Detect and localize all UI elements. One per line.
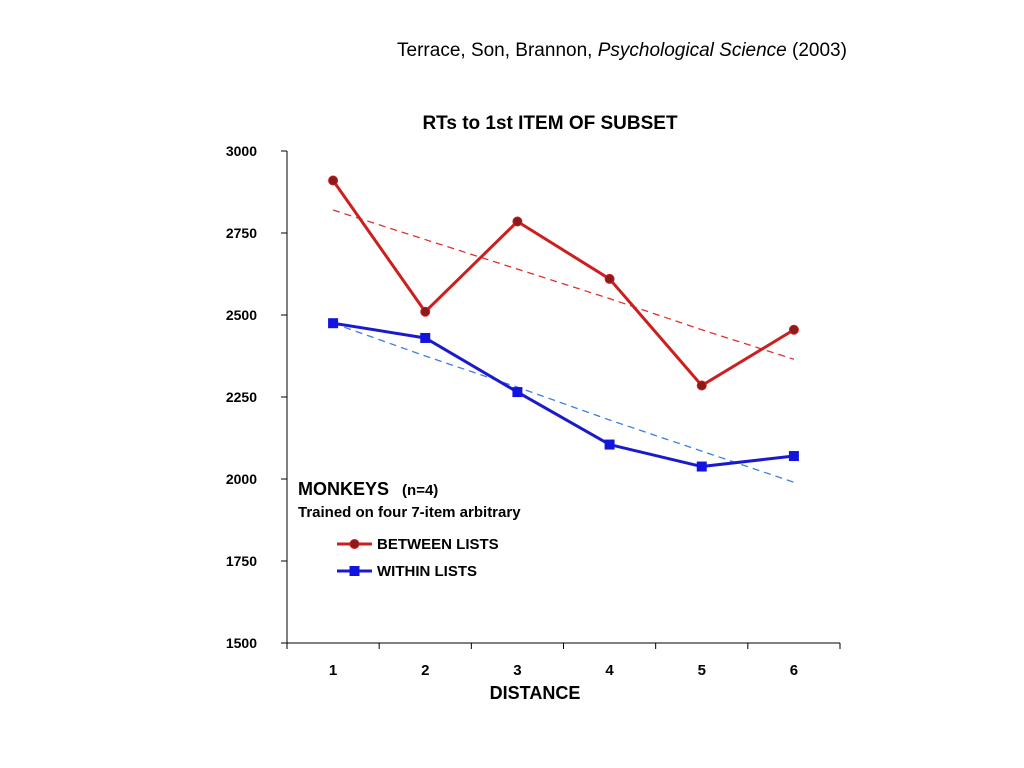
y-tick-label: 3000	[226, 143, 257, 159]
annotation-subheading: (n=4)	[402, 482, 438, 499]
citation-year: (2003)	[792, 40, 847, 61]
data-point-within-lists	[696, 461, 707, 472]
citation-journal: Psychological Science	[597, 40, 787, 61]
trend-line-within-lists	[332, 322, 795, 483]
y-tick-label: 1500	[226, 635, 257, 651]
legend-label-within-lists: WITHIN LISTS	[377, 563, 477, 580]
annotation: MONKEYS (n=4) Trained on four 7-item arb…	[298, 479, 521, 521]
y-tick-label: 2250	[226, 389, 257, 405]
x-axis-label: DISTANCE	[490, 683, 581, 703]
data-point-within-lists	[420, 332, 431, 343]
data-point-between-lists	[328, 175, 339, 186]
y-tick-label: 2750	[226, 225, 257, 241]
chart-title: RTs to 1st ITEM OF SUBSET	[422, 113, 678, 134]
data-point-between-lists	[604, 273, 615, 284]
tick-labels: 1500 1750 2000 2250 2500 2750 3000 1 2 3 4 5 6	[226, 143, 798, 679]
data-point-within-lists	[512, 387, 523, 398]
legend: BETWEEN LISTS WITHIN LISTS	[337, 536, 499, 580]
svg-text:MONKEYS (n=4): MONKEYS (n=4)	[298, 479, 438, 499]
trend-lines	[332, 209, 795, 483]
legend-marker-within-lists	[349, 566, 360, 576]
series-group	[328, 175, 799, 472]
data-point-between-lists	[696, 380, 707, 391]
trend-line-between-lists	[332, 209, 795, 360]
x-tick-label: 3	[513, 662, 521, 679]
x-tick-label: 1	[329, 662, 337, 679]
x-tick-label: 6	[790, 662, 798, 679]
y-tick-label: 2000	[226, 471, 257, 487]
legend-marker-between-lists	[349, 539, 360, 549]
series-line-between-lists	[331, 179, 795, 388]
data-point-within-lists	[788, 451, 799, 462]
x-tick-label: 5	[698, 662, 706, 679]
x-tick-label: 4	[605, 662, 614, 679]
data-point-between-lists	[420, 306, 431, 317]
data-point-between-lists	[788, 324, 799, 335]
series-line-within-lists	[332, 321, 795, 469]
data-point-within-lists	[604, 439, 615, 450]
annotation-heading: MONKEYS	[298, 479, 389, 499]
y-tick-label: 1750	[226, 553, 257, 569]
data-point-within-lists	[328, 318, 339, 329]
data-point-between-lists	[512, 216, 523, 227]
annotation-caption: Trained on four 7-item arbitrary	[298, 504, 521, 521]
citation-authors: Terrace, Son, Brannon,	[397, 40, 593, 61]
x-tick-label: 2	[421, 662, 429, 679]
axes	[281, 150, 841, 649]
legend-label-between-lists: BETWEEN LISTS	[377, 536, 499, 553]
y-tick-label: 2500	[226, 307, 257, 323]
citation: Terrace, Son, Brannon, Psychological Sci…	[0, 40, 1024, 62]
